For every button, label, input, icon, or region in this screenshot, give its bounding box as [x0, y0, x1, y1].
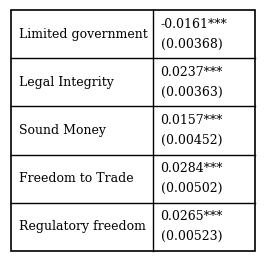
Text: -0.0161***: -0.0161***	[161, 18, 227, 31]
Text: Limited government: Limited government	[19, 28, 147, 41]
Text: (0.00363): (0.00363)	[161, 86, 222, 99]
Text: (0.00523): (0.00523)	[161, 230, 222, 243]
Text: (0.00502): (0.00502)	[161, 182, 222, 195]
Text: 0.0157***: 0.0157***	[161, 114, 223, 127]
Text: 0.0237***: 0.0237***	[161, 66, 223, 79]
Text: Regulatory freedom: Regulatory freedom	[19, 220, 146, 233]
Text: Legal Integrity: Legal Integrity	[19, 76, 114, 89]
Text: Sound Money: Sound Money	[19, 124, 106, 137]
Text: (0.00368): (0.00368)	[161, 38, 222, 51]
Text: Freedom to Trade: Freedom to Trade	[19, 172, 133, 185]
Text: 0.0265***: 0.0265***	[161, 210, 223, 223]
Text: 0.0284***: 0.0284***	[161, 162, 223, 175]
Text: (0.00452): (0.00452)	[161, 134, 222, 147]
